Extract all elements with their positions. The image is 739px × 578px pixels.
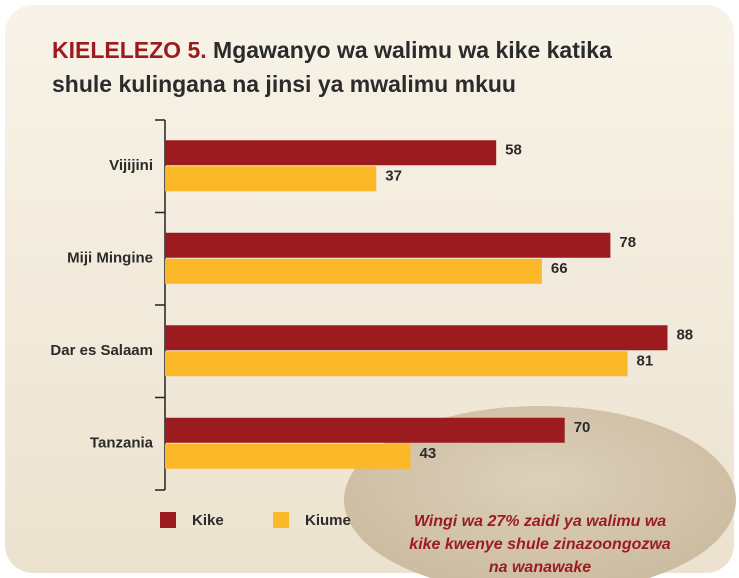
annotation: kike kwenye shule zinazoongozwa: [409, 536, 671, 553]
category-label: Tanzania: [90, 435, 154, 452]
annotation: na wanawake: [489, 559, 591, 576]
legend-swatch: [273, 512, 289, 528]
value-label: 81: [637, 353, 654, 370]
bar: [165, 140, 497, 166]
value-label: 58: [505, 142, 522, 159]
annotation-ellipse: [344, 406, 736, 578]
value-label: 78: [619, 234, 636, 251]
legend-label: Kiume: [305, 512, 351, 529]
bar: [165, 351, 628, 377]
annotation: Wingi wa 27% zaidi ya walimu wa: [414, 513, 666, 530]
category-label: Vijijini: [109, 157, 153, 174]
title-label: KIELELEZO 5.: [52, 37, 207, 63]
chart-title: shule kulingana na jinsi ya mwalimu mkuu: [52, 71, 516, 97]
category-label: Dar es Salaam: [50, 342, 153, 359]
chart-title: KIELELEZO 5. Mgawanyo wa walimu wa kike …: [52, 37, 612, 63]
category-label: Miji Mingine: [67, 250, 153, 267]
title-line: Mgawanyo wa walimu wa kike katika: [213, 37, 612, 63]
value-label: 37: [385, 168, 402, 185]
bar: [165, 258, 542, 284]
legend-label: Kike: [192, 512, 224, 529]
value-label: 66: [551, 260, 568, 277]
value-label: 43: [420, 445, 437, 462]
value-label: 88: [676, 327, 693, 344]
bar: [165, 166, 377, 192]
legend-swatch: [160, 512, 176, 528]
bar: [165, 325, 668, 351]
bar: [165, 232, 611, 258]
bar: [165, 417, 565, 443]
bar: [165, 443, 411, 469]
value-label: 70: [574, 419, 591, 436]
